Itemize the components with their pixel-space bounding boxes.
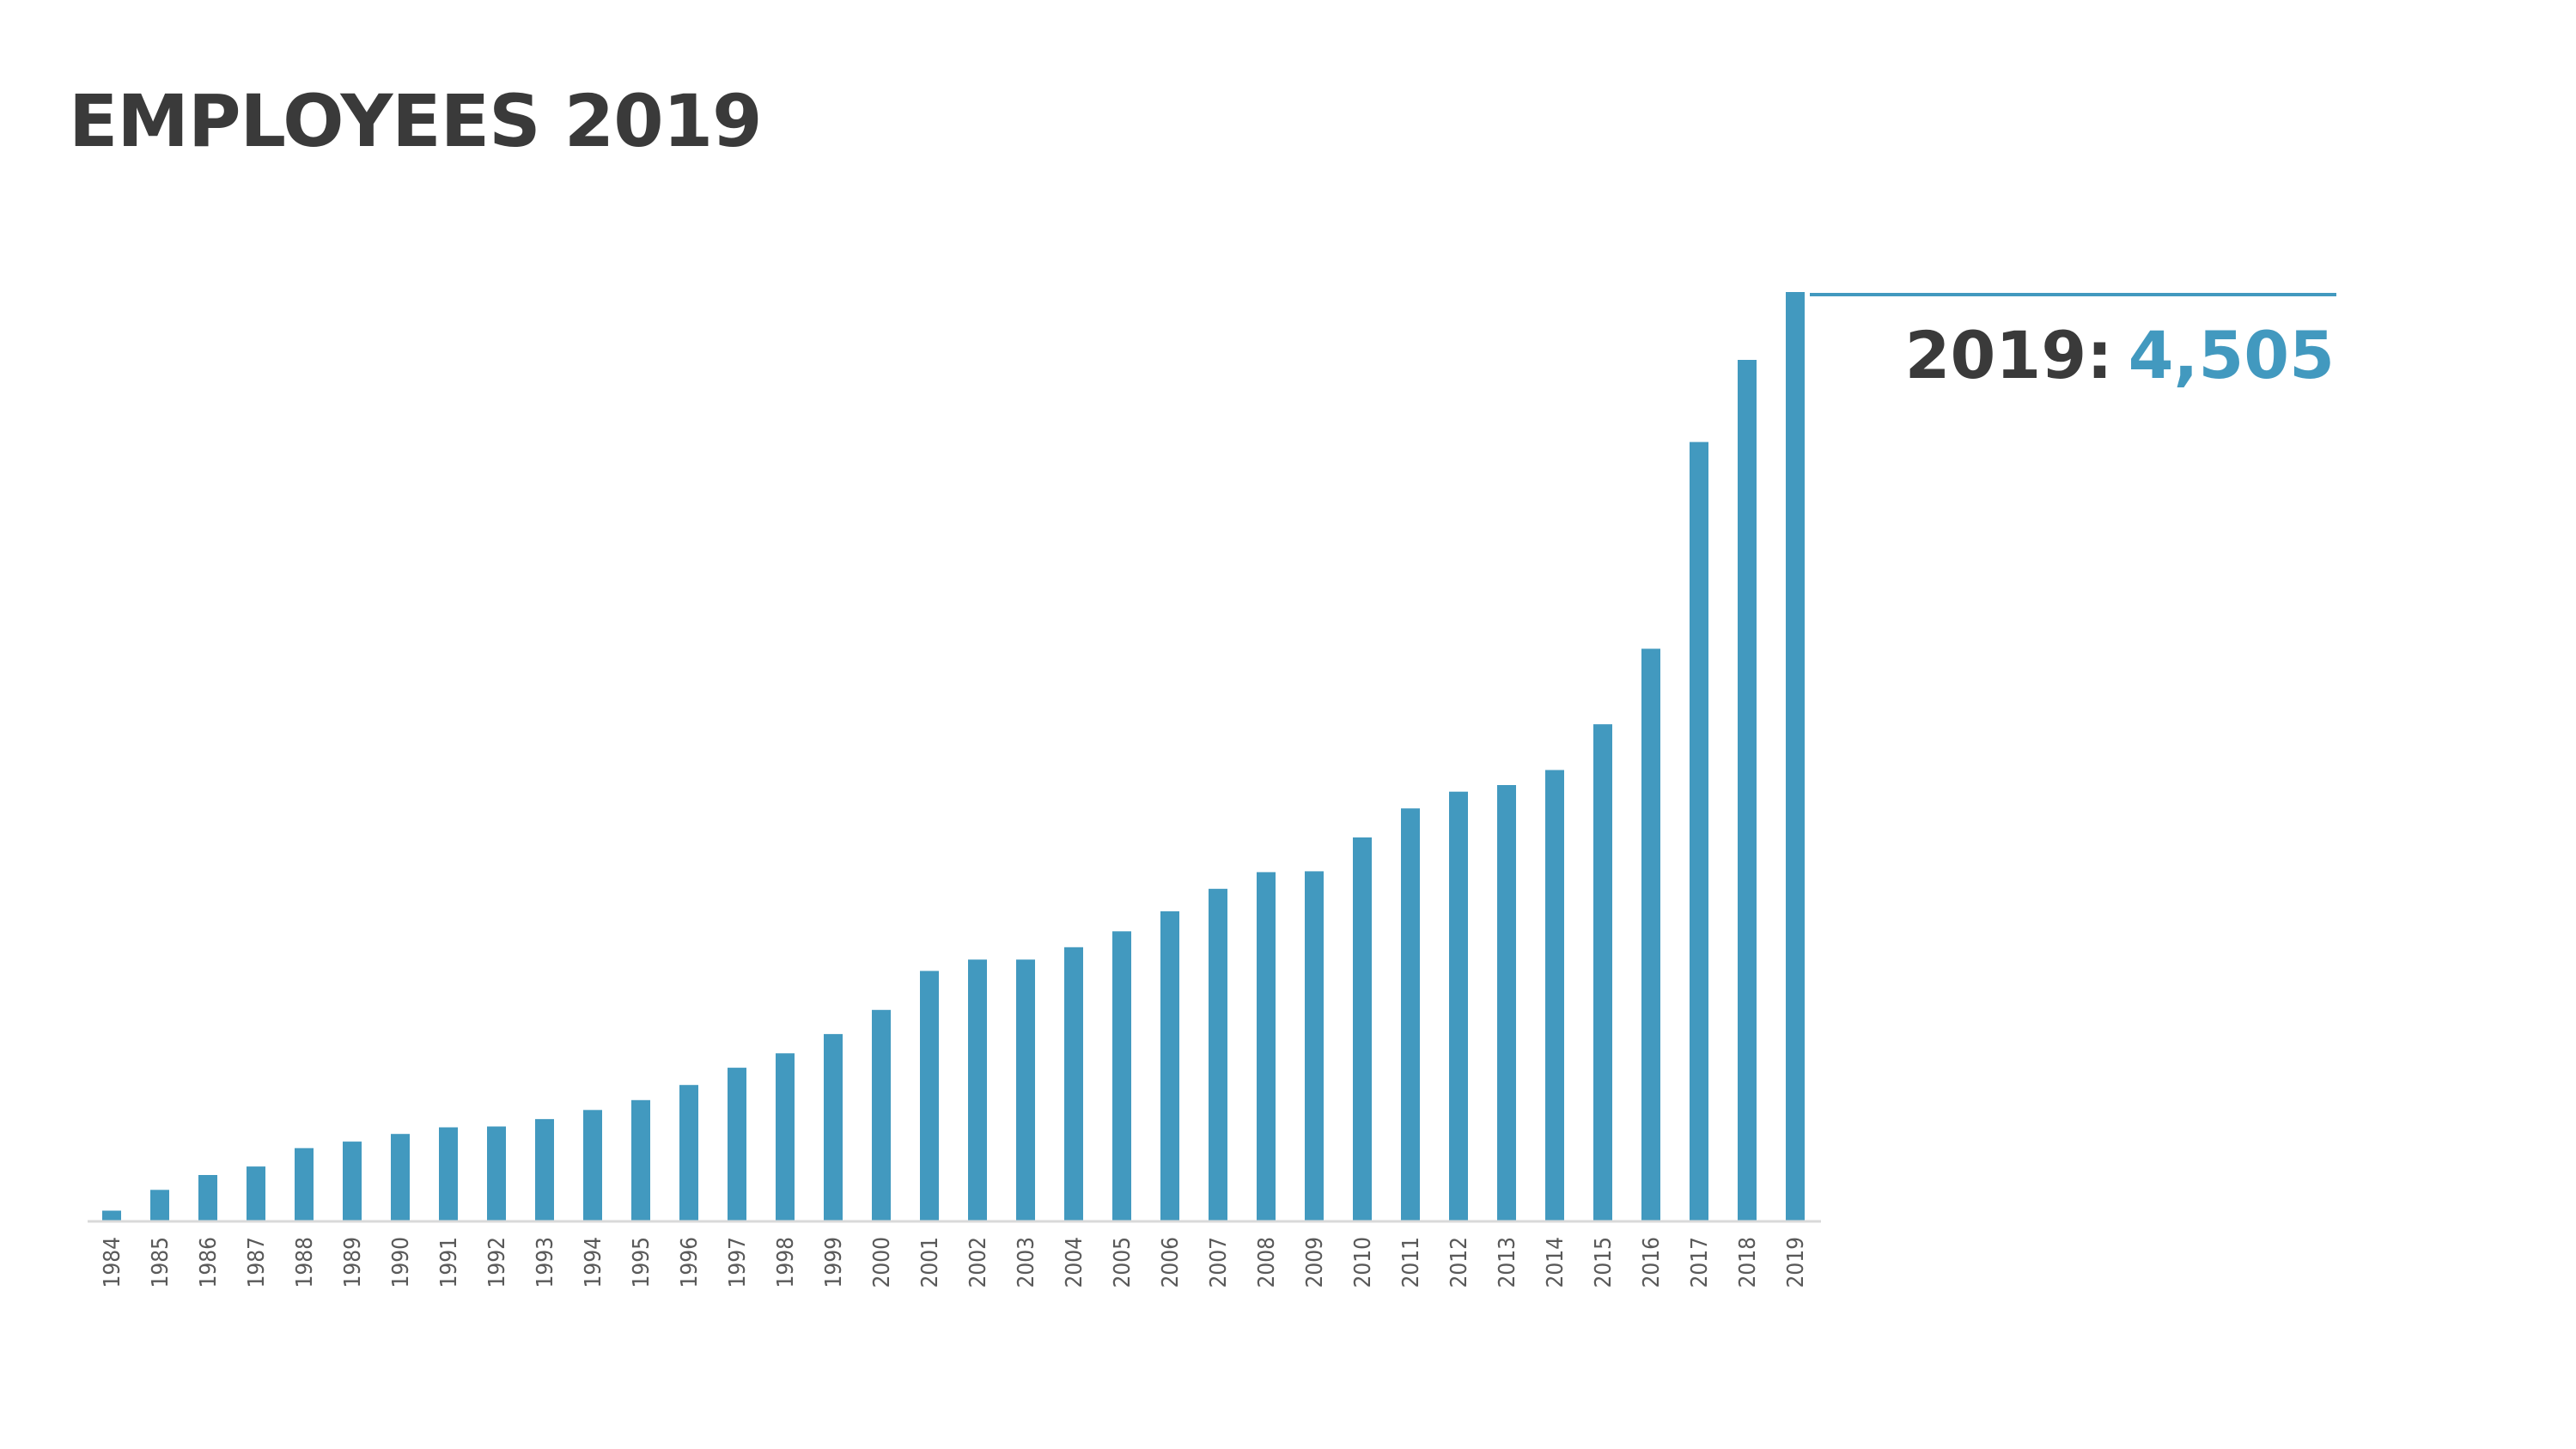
- bar-2013: [1497, 785, 1516, 1221]
- bar-2010: [1353, 837, 1372, 1221]
- bar-2008: [1257, 872, 1276, 1221]
- x-tick-label: 1989: [340, 1237, 366, 1288]
- x-tick-label: 1987: [244, 1237, 270, 1288]
- x-tick-label: 2002: [965, 1237, 991, 1288]
- x-tick-label: 2010: [1350, 1237, 1376, 1288]
- bar-2005: [1112, 931, 1131, 1221]
- bar-2011: [1401, 808, 1420, 1221]
- x-tick-labels: 1984 1985 1986 1987 1988 1989 1990 1991 1992 1993…: [100, 1237, 1809, 1288]
- x-tick-label: 2015: [1591, 1237, 1617, 1288]
- x-tick-label: 1990: [388, 1237, 414, 1288]
- bars-layer: [102, 292, 1805, 1221]
- bar-2017: [1690, 442, 1708, 1221]
- x-tick-label: 2007: [1206, 1237, 1232, 1288]
- bar-2003: [1016, 959, 1035, 1221]
- x-tick-label: 1985: [148, 1237, 174, 1288]
- x-tick-label: 2006: [1158, 1237, 1184, 1288]
- x-tick-label: 2018: [1735, 1237, 1761, 1288]
- bar-2016: [1641, 648, 1660, 1221]
- bar-1991: [439, 1128, 458, 1222]
- callout-year: 2019:: [1905, 317, 2113, 393]
- bar-2000: [872, 1010, 891, 1221]
- bar-1995: [631, 1100, 650, 1221]
- x-tick-label: 2019: [1783, 1237, 1809, 1288]
- bar-2015: [1593, 724, 1612, 1221]
- bar-1998: [776, 1053, 795, 1221]
- bar-2004: [1064, 947, 1083, 1221]
- bar-1988: [295, 1148, 314, 1221]
- x-tick-label: 2003: [1014, 1237, 1039, 1288]
- bar-1992: [487, 1127, 506, 1222]
- x-tick-label: 2001: [917, 1237, 943, 1288]
- x-tick-label: 2014: [1543, 1237, 1568, 1288]
- x-tick-label: 1988: [292, 1237, 318, 1288]
- bar-1996: [679, 1085, 698, 1221]
- x-tick-label: 1994: [581, 1237, 606, 1288]
- bar-1990: [391, 1134, 410, 1221]
- bar-2002: [968, 959, 987, 1221]
- bar-1987: [247, 1166, 265, 1221]
- x-tick-label: 1986: [196, 1237, 222, 1288]
- bar-2014: [1545, 770, 1564, 1222]
- bar-1984: [102, 1211, 121, 1222]
- x-tick-label: 2009: [1302, 1237, 1328, 1288]
- x-tick-label: 2013: [1495, 1237, 1520, 1288]
- x-tick-label: 1984: [100, 1237, 125, 1288]
- bar-2006: [1160, 911, 1179, 1221]
- x-tick-label: 2005: [1110, 1237, 1136, 1288]
- callout-value: 4,505: [2128, 317, 2335, 393]
- bar-2019: [1786, 292, 1805, 1221]
- x-tick-label: 1999: [821, 1237, 847, 1288]
- bar-2009: [1305, 871, 1324, 1221]
- bar-1985: [150, 1190, 169, 1221]
- x-tick-label: 1995: [629, 1237, 655, 1288]
- bar-1997: [728, 1068, 746, 1221]
- bar-1999: [824, 1034, 843, 1221]
- bar-1993: [535, 1119, 554, 1221]
- bar-2001: [920, 971, 939, 1221]
- callout-text: 2019: 4,505: [1905, 317, 2335, 393]
- x-tick-label: 1996: [677, 1237, 703, 1288]
- bar-2007: [1209, 889, 1227, 1221]
- x-tick-label: 2012: [1446, 1237, 1472, 1288]
- x-tick-label: 1998: [773, 1237, 799, 1288]
- x-tick-label: 1997: [725, 1237, 751, 1288]
- x-tick-label: 2017: [1687, 1237, 1713, 1288]
- bar-2018: [1738, 360, 1757, 1221]
- x-tick-label: 2008: [1254, 1237, 1280, 1288]
- bar-1994: [583, 1110, 602, 1221]
- x-tick-label: 2011: [1398, 1237, 1424, 1288]
- bar-1986: [198, 1175, 217, 1221]
- x-tick-label: 2000: [869, 1237, 895, 1288]
- bar-1989: [343, 1142, 362, 1221]
- x-tick-label: 1993: [533, 1237, 558, 1288]
- x-tick-label: 2016: [1639, 1237, 1665, 1288]
- x-tick-label: 1992: [484, 1237, 510, 1288]
- x-tick-label: 2004: [1062, 1237, 1087, 1288]
- bar-2012: [1449, 792, 1468, 1221]
- x-tick-label: 1991: [436, 1237, 462, 1288]
